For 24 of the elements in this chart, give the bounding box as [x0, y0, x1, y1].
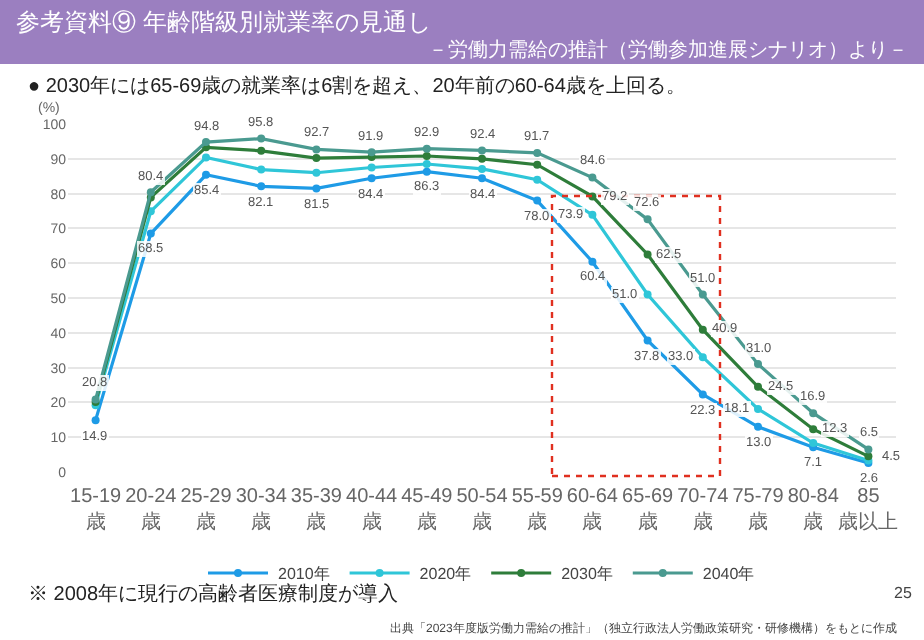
x-tick-label: 70-74歳	[677, 486, 730, 534]
chart-title: 参考資料⑨ 年齢階級別就業率の見通し	[16, 8, 431, 36]
x-tick-label: 85歳以上	[838, 486, 899, 534]
x-tick-label: 55-59歳	[511, 486, 564, 534]
legend-label: 2040年	[702, 565, 755, 584]
x-tick-label: 15-19歳	[70, 486, 123, 534]
x-tick-label: 35-39歳	[290, 486, 343, 534]
x-tick-label: 45-49歳	[401, 486, 454, 534]
x-tick-label: 60-64歳	[566, 486, 619, 534]
x-tick-label: 20-24歳	[125, 486, 178, 534]
x-tick-label: 65-69歳	[622, 486, 675, 534]
chart-subtitle: －労働力需給の推計（労働参加進展シナリオ）より－	[428, 38, 908, 62]
x-tick-label: 25-29歳	[180, 486, 233, 534]
text: ※ 2008年に現行の高齢者医療制度が導入	[28, 582, 399, 606]
legend-label: 2010年	[278, 565, 330, 584]
legend-label: 2030年	[561, 565, 613, 584]
text: ● 2030年には65-69歳の就業率は6割を超え、20年前の60-64歳を上回る。	[28, 74, 686, 98]
x-tick-label: 30-34歳	[235, 486, 288, 534]
x-tick-label: 75-79歳	[732, 486, 785, 534]
x-tick-label: 40-44歳	[346, 486, 399, 534]
legend-label: 2020年	[419, 565, 472, 584]
x-tick-label: 80-84歳	[787, 486, 840, 534]
x-tick-label: 50-54歳	[456, 486, 509, 534]
text: 25	[894, 584, 913, 602]
